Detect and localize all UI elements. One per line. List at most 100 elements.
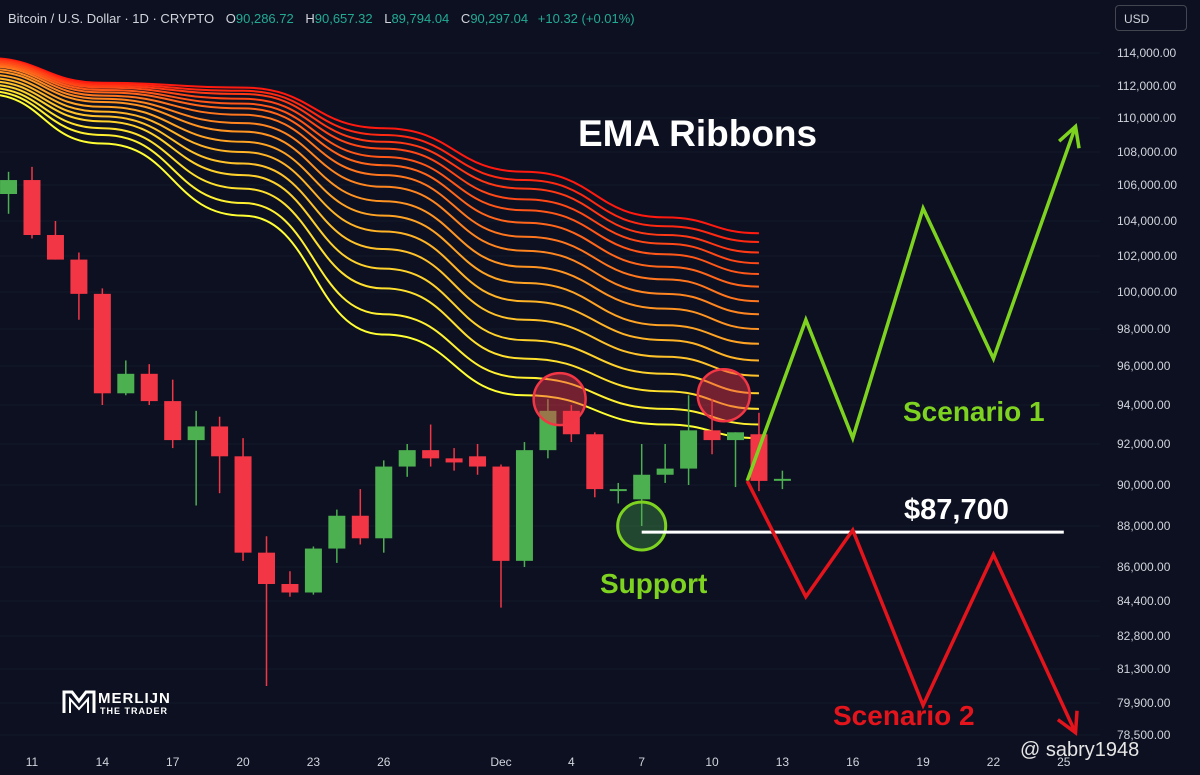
candle-body	[492, 466, 510, 561]
y-tick-label: 92,000.00	[1117, 437, 1171, 451]
support-circle	[616, 500, 668, 552]
symbol-title: Bitcoin / U.S. Dollar · 1D · CRYPTO	[8, 11, 215, 26]
price-axis: 114,000.00 112,000.00 110,000.00 108,000.00…	[1117, 46, 1177, 742]
watermark: @ sabry1948	[1020, 739, 1140, 761]
candle	[445, 448, 463, 471]
candle-body	[304, 548, 322, 593]
ema-ribbon-line	[0, 60, 759, 265]
grid	[0, 52, 1100, 736]
ema-ribbon-line	[0, 68, 759, 316]
y-tick-label: 94,000.00	[1117, 398, 1171, 412]
candle-body	[375, 466, 393, 539]
candle-body	[703, 430, 721, 441]
x-tick-label: 7	[638, 755, 645, 769]
close-value: 90,297.04	[470, 11, 529, 26]
x-tick-label: 10	[705, 755, 719, 769]
logo: MERLIJN THE TRADER	[62, 689, 170, 720]
ema-ribbon-line	[0, 77, 759, 362]
candle	[117, 360, 135, 396]
candle	[351, 489, 369, 545]
candle-body	[46, 235, 64, 260]
candle-body	[140, 373, 158, 402]
candle	[680, 395, 698, 485]
candle	[70, 252, 88, 320]
candle	[164, 379, 182, 449]
candle	[422, 424, 440, 467]
candle-body	[469, 456, 487, 467]
x-tick-label: 4	[568, 755, 575, 769]
candle-body	[328, 515, 346, 549]
y-tick-label: 84,400.00	[1117, 594, 1171, 608]
candle	[633, 444, 651, 526]
candle	[304, 546, 322, 595]
y-tick-label: 104,000.00	[1117, 214, 1177, 228]
currency-button[interactable]: USD	[1115, 5, 1187, 31]
ema-ribbon-line	[0, 74, 759, 345]
ema-ribbon-line	[0, 87, 759, 410]
candle-body	[422, 450, 440, 459]
ema-ribbon-line	[0, 64, 759, 288]
ema-ribbon-line	[0, 59, 759, 254]
y-tick-label: 90,000.00	[1117, 478, 1171, 492]
candle	[703, 399, 721, 455]
candle-body	[609, 489, 627, 492]
support-price-label: $87,700	[904, 494, 1009, 526]
y-tick-label: 110,000.00	[1117, 111, 1176, 125]
x-tick-label: Dec	[490, 755, 511, 769]
candle	[93, 288, 111, 405]
candle	[234, 438, 252, 561]
y-tick-label: 88,000.00	[1117, 519, 1171, 533]
y-tick-label: 96,000.00	[1117, 359, 1171, 373]
y-tick-label: 108,000.00	[1117, 145, 1177, 159]
candle	[727, 432, 744, 488]
candle	[23, 166, 41, 239]
rejection-circle	[696, 368, 752, 423]
symbol-header: Bitcoin / U.S. Dollar · 1D · CRYPTO O90,…	[8, 11, 635, 26]
candles	[0, 166, 791, 686]
low-value: 89,794.04	[391, 11, 450, 26]
ema-ribbon-line	[0, 62, 759, 275]
time-axis: 11 14 17 20 23 26 Dec 4 7 10 13 16 19 22 25	[26, 755, 1071, 769]
candle-body	[633, 474, 651, 500]
candle-body	[23, 180, 41, 235]
candle-body	[281, 584, 299, 593]
candle	[258, 536, 275, 686]
candle	[140, 364, 158, 405]
scenario-2-path	[745, 480, 1078, 734]
candle-body	[117, 373, 135, 394]
candle-body	[515, 450, 533, 561]
logo-line-1: MERLIJN	[98, 690, 171, 707]
y-tick-label: 112,000.00	[1117, 79, 1176, 93]
y-tick-label: 79,900.00	[1117, 696, 1171, 710]
candle-body	[70, 259, 88, 294]
y-tick-label: 114,000.00	[1117, 46, 1176, 60]
x-tick-label: 17	[166, 755, 180, 769]
x-tick-label: 11	[26, 755, 39, 769]
scenario-2-path-arrowhead	[1056, 710, 1079, 737]
candle	[773, 470, 791, 490]
y-tick-label: 82,800.00	[1117, 629, 1171, 643]
ema-ribbons	[0, 57, 759, 440]
logo-mark-icon	[62, 690, 96, 713]
x-tick-label: 20	[236, 755, 250, 769]
candle	[515, 442, 533, 567]
candle-body	[258, 552, 275, 584]
x-tick-label: 14	[96, 755, 110, 769]
change-value: +10.32 (+0.01%)	[537, 11, 635, 26]
x-tick-label: 19	[916, 755, 930, 769]
candle	[586, 432, 604, 498]
candle-body	[93, 293, 111, 394]
scenario-2-label: Scenario 2	[833, 700, 975, 731]
candle	[609, 482, 627, 504]
scenario-overlays	[532, 123, 1081, 737]
close-label: C	[460, 11, 471, 26]
candle-body	[0, 180, 18, 194]
x-tick-label: 16	[846, 755, 860, 769]
chart-annotation-title: EMA Ribbons	[578, 113, 818, 154]
ema-ribbon-line	[0, 84, 759, 395]
y-tick-label: 86,000.00	[1117, 560, 1171, 574]
candle	[375, 460, 393, 553]
candle	[469, 444, 487, 475]
candle-body	[680, 430, 698, 469]
